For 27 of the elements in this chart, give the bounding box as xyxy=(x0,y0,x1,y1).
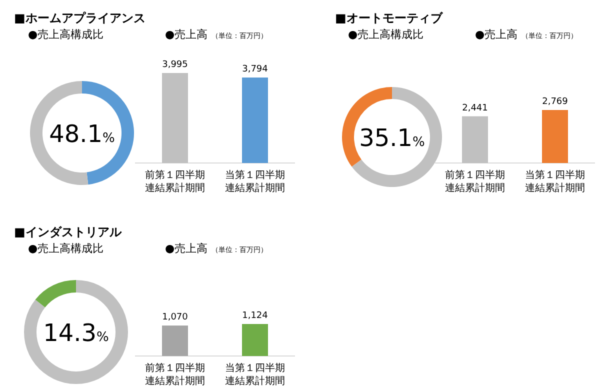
donut-slice xyxy=(35,280,76,308)
data-label: 2,441 xyxy=(462,103,488,114)
text: 35.1% xyxy=(359,124,425,152)
x-tick-label: 前第１四半期連結累計期間 xyxy=(145,169,205,194)
text: 14.3% xyxy=(43,319,109,347)
x-tick-label: 前第１四半期連結累計期間 xyxy=(145,362,205,387)
chart-title: ■オートモーティブ xyxy=(335,11,444,25)
donut-slice xyxy=(24,280,128,384)
donut-slice xyxy=(352,87,442,187)
x-tick-label: 当第１四半期連結累計期間 xyxy=(525,169,585,194)
chart-subtitle: ●売上高構成比 xyxy=(348,28,424,41)
chart-subtitle: ●売上高構成比 xyxy=(28,242,104,255)
text: 48.1% xyxy=(49,120,115,148)
chart-title: ■インダストリアル xyxy=(14,225,122,239)
data-label: 2,769 xyxy=(542,97,568,107)
x-tick-label: 前第１四半期連結累計期間 xyxy=(445,169,505,194)
data-label: 1,124 xyxy=(242,311,268,321)
data-label: 3,794 xyxy=(242,64,268,75)
data-label: 3,995 xyxy=(162,60,188,70)
chart-title: ●売上高 xyxy=(475,28,518,41)
chart-title: ●売上高 xyxy=(165,28,208,41)
data-label: 1,070 xyxy=(162,312,188,323)
chart-subtitle: ●売上高構成比 xyxy=(28,28,104,41)
x-tick-label: 当第１四半期連結累計期間 xyxy=(225,169,285,194)
x-tick-label: 当第１四半期連結累計期間 xyxy=(225,362,285,387)
chart-title: ●売上高 xyxy=(165,242,208,255)
chart-title: ■ホームアプライアンス xyxy=(14,11,146,25)
